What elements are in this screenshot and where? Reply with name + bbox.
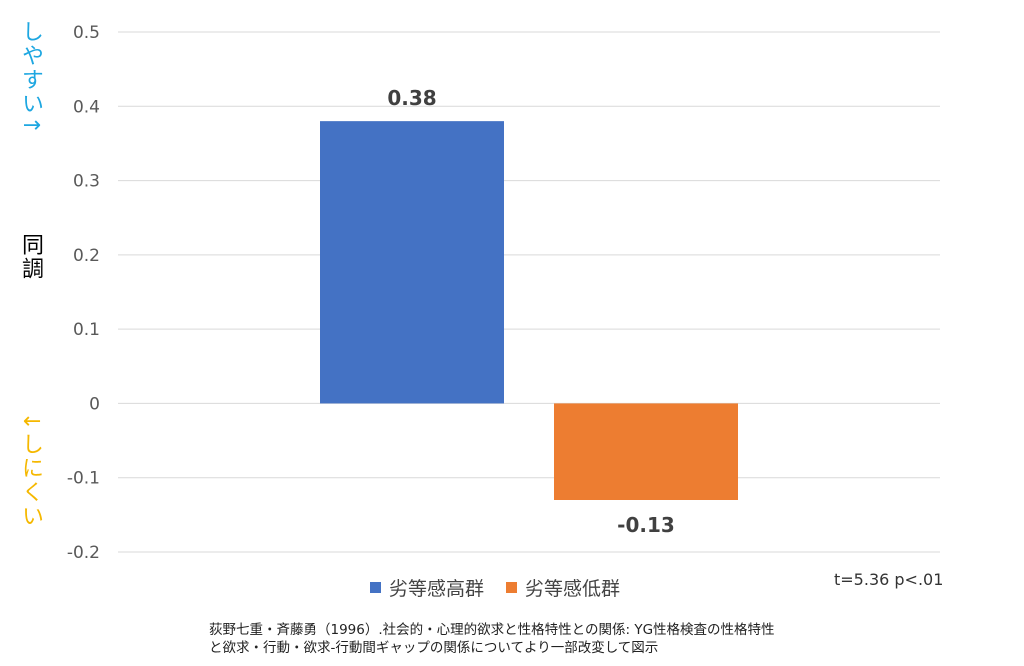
y-label-bottom: ↓しにくい <box>18 412 43 529</box>
y-tick-labels: 0.5 0.4 0.3 0.2 0.1 0 -0.1 -0.2 <box>67 23 100 563</box>
bar-high <box>320 121 504 404</box>
y-tick-label: 0 <box>89 394 100 414</box>
y-label-middle: 同調 <box>18 233 43 281</box>
y-tick-label: 0.4 <box>73 97 100 117</box>
legend-swatch-high <box>370 582 381 593</box>
bars <box>320 121 738 500</box>
y-tick-label: -0.1 <box>67 469 100 489</box>
legend-label-high: 劣等感高群 <box>389 578 485 600</box>
y-tick-label: 0.1 <box>73 320 100 340</box>
gridlines <box>118 31 940 553</box>
legend: 劣等感高群 劣等感低群 <box>370 574 620 601</box>
legend-item-high: 劣等感高群 <box>370 574 484 601</box>
y-tick-label: 0.2 <box>73 246 100 266</box>
y-tick-label: 0.5 <box>73 23 100 43</box>
legend-label-low: 劣等感低群 <box>525 578 621 600</box>
data-label-low: -0.13 <box>617 513 675 537</box>
bar-low <box>554 403 738 500</box>
source-line-1: 荻野七重・斉藤勇（1996）.社会的・心理的欲求と性格特性との関係: YG性格検… <box>209 622 775 638</box>
legend-swatch-low <box>506 582 518 593</box>
stat-note: t=5.36 p<.01 <box>834 570 944 589</box>
data-label-high: 0.38 <box>387 86 436 110</box>
source-citation: 荻野七重・斉藤勇（1996）.社会的・心理的欲求と性格特性との関係: YG性格検… <box>209 621 775 657</box>
y-tick-label: 0.3 <box>73 172 100 192</box>
y-label-top: しやすい↑ <box>18 20 43 137</box>
y-tick-label: -0.2 <box>67 543 100 563</box>
data-labels: 0.38 -0.13 <box>387 86 675 537</box>
source-line-2: と欲求・行動・欲求-行動間ギャップの関係についてより一部改変して図示 <box>209 640 659 656</box>
legend-item-low: 劣等感低群 <box>506 574 620 601</box>
